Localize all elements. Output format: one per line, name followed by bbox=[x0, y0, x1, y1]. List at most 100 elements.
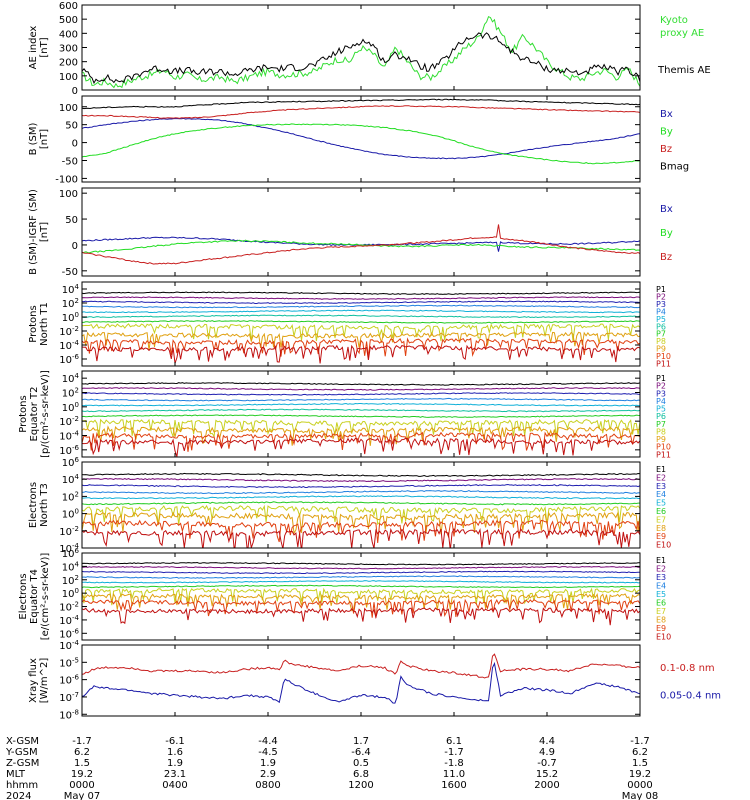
y-tick-label: -50 bbox=[62, 267, 78, 278]
y-tick-label: 500 bbox=[59, 15, 78, 26]
y-tick-label: 10-6 bbox=[59, 674, 79, 687]
y-tick-label: 100 bbox=[59, 189, 78, 200]
series-p_equator-p7 bbox=[82, 414, 640, 418]
y-axis-label: [nT] bbox=[39, 37, 50, 57]
y-tick-label: 102 bbox=[62, 574, 79, 587]
x-axis-value: 0.5 bbox=[353, 758, 369, 769]
y-tick-label: 600 bbox=[59, 1, 78, 12]
x-axis-value: -6.4 bbox=[351, 747, 371, 758]
x-axis-value: 1.9 bbox=[167, 758, 183, 769]
y-tick-label: 104 bbox=[62, 372, 80, 385]
y-axis-label: [e/(cm²-s-sr-keV)] bbox=[40, 553, 51, 641]
legend-p8: P8 bbox=[656, 337, 666, 346]
y-tick-label: 0 bbox=[72, 139, 78, 150]
legend-e7: E7 bbox=[656, 515, 666, 524]
legend-e2: E2 bbox=[656, 565, 666, 574]
legend-e10: E10 bbox=[656, 633, 671, 642]
panel-frame bbox=[81, 644, 641, 717]
y-tick-label: 50 bbox=[65, 215, 78, 226]
panel-xray: 10-8 10-7 10-6 10-5 10-4 Xray flux [W/m^2] 0.1-… bbox=[28, 639, 721, 721]
legend-0-05-0-4-nm: 0.05-0.4 nm bbox=[660, 690, 721, 701]
x-axis-value: -1.8 bbox=[444, 758, 464, 769]
x-axis-value: 6.1 bbox=[446, 736, 462, 747]
x-axis-row-label: 2024 bbox=[6, 791, 31, 800]
y-tick-label: 104 bbox=[62, 473, 80, 486]
y-axis-label: North T1 bbox=[39, 302, 50, 346]
y-tick-label: 400 bbox=[59, 29, 78, 40]
legend-by: By bbox=[660, 228, 673, 239]
panel-frame bbox=[81, 187, 641, 277]
series-p_north-p7 bbox=[82, 320, 640, 324]
y-tick-label: 100 bbox=[62, 401, 79, 414]
y-tick-label: -50 bbox=[62, 157, 78, 168]
x-axis-value: 19.2 bbox=[629, 769, 651, 780]
legend-p5: P5 bbox=[656, 405, 666, 414]
series-p_north-p8 bbox=[82, 323, 640, 342]
y-axis-label: Equator T2 bbox=[29, 387, 40, 442]
x-axis-value: 19.2 bbox=[71, 769, 93, 780]
series-e_equator-e1 bbox=[82, 561, 640, 566]
series-p_equator-p2 bbox=[82, 387, 640, 391]
x-axis-value: 6.2 bbox=[74, 747, 90, 758]
x-axis-value: 2.9 bbox=[260, 769, 276, 780]
y-tick-label: 10-5 bbox=[59, 656, 79, 669]
series-p_equator-p3 bbox=[82, 392, 640, 396]
legend-p6: P6 bbox=[656, 322, 666, 331]
y-tick-label: 0 bbox=[72, 241, 78, 252]
panel-bsm: -100 -50 0 50 100 B (SM) [nT] Bx By Bz Bmag bbox=[28, 95, 689, 185]
legend-p11: P11 bbox=[656, 450, 671, 459]
series-p_north-p11 bbox=[82, 344, 640, 364]
series-e_equator-e5 bbox=[82, 580, 640, 584]
legend-bx: Bx bbox=[660, 109, 673, 120]
series-e_equator-e2 bbox=[82, 565, 640, 570]
legend-e2: E2 bbox=[656, 473, 666, 482]
legend-e10: E10 bbox=[656, 541, 671, 550]
series-e_north-e10 bbox=[82, 527, 640, 548]
series-e_equator-e6 bbox=[82, 584, 640, 589]
x-axis-value: -0.7 bbox=[537, 758, 557, 769]
series-ae-themis-ae bbox=[82, 32, 640, 85]
legend-p3: P3 bbox=[656, 389, 666, 398]
legend-e3: E3 bbox=[656, 573, 666, 582]
x-axis-value: 0400 bbox=[162, 780, 187, 791]
y-axis-label: [W/m^2] bbox=[39, 658, 50, 704]
y-tick-label: 100 bbox=[62, 587, 79, 600]
series-p_equator-p6 bbox=[82, 408, 640, 413]
series-e_north-e6 bbox=[82, 501, 640, 506]
legend-e8: E8 bbox=[656, 524, 666, 533]
x-axis-value: -1.7 bbox=[630, 736, 650, 747]
legend-proxy-ae: proxy AE bbox=[660, 28, 704, 39]
series-e_north-e9 bbox=[82, 519, 640, 544]
y-tick-label: 10-4 bbox=[59, 614, 79, 627]
y-tick-label: 102 bbox=[62, 490, 79, 503]
series-ae-kyoto-proxy-ae bbox=[82, 16, 640, 89]
legend-e5: E5 bbox=[656, 499, 666, 508]
y-tick-label: 102 bbox=[62, 297, 79, 310]
x-axis-value: -4.5 bbox=[258, 747, 278, 758]
legend-p5: P5 bbox=[656, 315, 666, 324]
x-axis-value: 1.7 bbox=[353, 736, 369, 747]
legend-e4: E4 bbox=[656, 582, 666, 591]
legend-e6: E6 bbox=[656, 599, 666, 608]
x-axis-value: 1200 bbox=[348, 780, 373, 791]
y-tick-label: 104 bbox=[62, 560, 80, 573]
x-axis-value: 1.5 bbox=[632, 758, 648, 769]
series-e_equator-e3 bbox=[82, 570, 640, 575]
x-axis-value: 1600 bbox=[441, 780, 466, 791]
y-axis-label: Protons bbox=[18, 395, 29, 432]
legend-e5: E5 bbox=[656, 590, 666, 599]
y-tick-label: 10-6 bbox=[59, 627, 79, 640]
series-p_north-p5 bbox=[82, 309, 640, 314]
x-axis-value: 6.8 bbox=[353, 769, 369, 780]
y-axis-label: [nT] bbox=[39, 222, 50, 242]
x-axis-value: 23.1 bbox=[164, 769, 186, 780]
y-tick-label: 50 bbox=[65, 121, 78, 132]
y-tick-label: 10-4 bbox=[59, 542, 79, 555]
y-tick-label: 104 bbox=[62, 283, 80, 296]
legend-e7: E7 bbox=[656, 607, 666, 616]
series-p_north-p9 bbox=[82, 331, 640, 351]
